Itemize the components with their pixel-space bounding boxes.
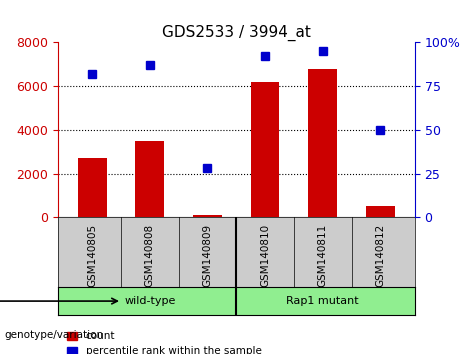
Bar — [78, 158, 106, 217]
Title: GDS2533 / 3994_at: GDS2533 / 3994_at — [162, 25, 311, 41]
Text: genotype/variation: genotype/variation — [5, 330, 104, 339]
Text: GSM140810: GSM140810 — [260, 224, 270, 287]
Text: GSM140805: GSM140805 — [87, 224, 97, 287]
Bar — [251, 82, 279, 217]
Bar — [136, 141, 164, 217]
Bar — [366, 206, 395, 217]
Text: wild-type: wild-type — [124, 296, 176, 306]
Bar — [193, 215, 222, 217]
Text: Rap1 mutant: Rap1 mutant — [286, 296, 359, 306]
Text: GSM140811: GSM140811 — [318, 224, 328, 287]
Text: GSM140809: GSM140809 — [202, 224, 213, 287]
Text: GSM140812: GSM140812 — [375, 224, 385, 287]
Text: GSM140808: GSM140808 — [145, 224, 155, 287]
Bar — [308, 69, 337, 217]
Legend: count, percentile rank within the sample: count, percentile rank within the sample — [63, 327, 266, 354]
